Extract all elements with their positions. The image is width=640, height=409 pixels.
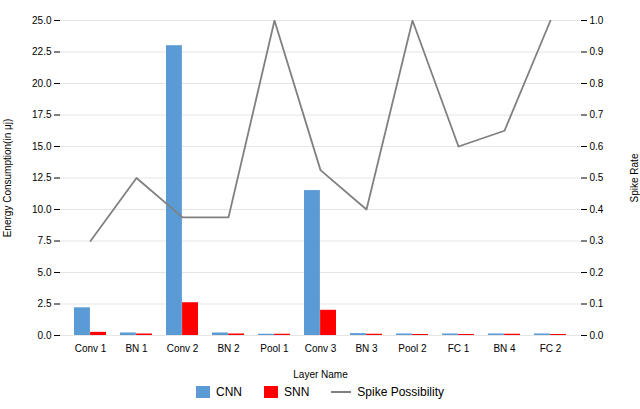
svg-text:FC 1: FC 1 xyxy=(448,343,470,354)
svg-text:0.3: 0.3 xyxy=(590,235,604,246)
svg-text:2.5: 2.5 xyxy=(38,298,52,309)
svg-text:12.5: 12.5 xyxy=(32,172,52,183)
svg-text:0.5: 0.5 xyxy=(590,172,604,183)
svg-text:15.0: 15.0 xyxy=(32,141,52,152)
svg-text:1.0: 1.0 xyxy=(590,15,604,26)
svg-text:0.7: 0.7 xyxy=(590,109,604,120)
svg-text:0.1: 0.1 xyxy=(590,298,604,309)
svg-text:25.0: 25.0 xyxy=(32,15,52,26)
svg-text:BN 3: BN 3 xyxy=(355,343,378,354)
svg-text:Energy Consumption(in μj): Energy Consumption(in μj) xyxy=(2,119,13,238)
svg-text:0.4: 0.4 xyxy=(590,204,604,215)
svg-text:0.8: 0.8 xyxy=(590,78,604,89)
svg-text:10.0: 10.0 xyxy=(32,204,52,215)
svg-text:Pool 1: Pool 1 xyxy=(260,343,289,354)
svg-text:Conv 1: Conv 1 xyxy=(75,343,107,354)
svg-text:0.6: 0.6 xyxy=(590,141,604,152)
svg-text:FC 2: FC 2 xyxy=(540,343,562,354)
svg-text:20.0: 20.0 xyxy=(32,78,52,89)
svg-text:17.5: 17.5 xyxy=(32,109,52,120)
svg-text:22.5: 22.5 xyxy=(32,46,52,57)
svg-text:0.0: 0.0 xyxy=(38,330,52,341)
svg-text:Conv 3: Conv 3 xyxy=(305,343,337,354)
html-text:Spike Possibility: Spike Possibility xyxy=(357,385,444,399)
svg-text:BN 1: BN 1 xyxy=(125,343,148,354)
svg-text:Spike Rate: Spike Rate xyxy=(629,153,640,202)
svg-text:Pool 2: Pool 2 xyxy=(398,343,427,354)
svg-text:5.0: 5.0 xyxy=(38,267,52,278)
svg-text:7.5: 7.5 xyxy=(38,235,52,246)
svg-text:BN 4: BN 4 xyxy=(493,343,516,354)
svg-text:0.9: 0.9 xyxy=(590,46,604,57)
svg-text:BN 2: BN 2 xyxy=(217,343,240,354)
svg-text:Conv 2: Conv 2 xyxy=(167,343,199,354)
html-text:SNN: SNN xyxy=(284,385,310,399)
svg-text:Layer Name: Layer Name xyxy=(293,369,348,380)
svg-text:0.0: 0.0 xyxy=(590,330,604,341)
svg-text:0.2: 0.2 xyxy=(590,267,604,278)
html-text:CNN: CNN xyxy=(216,385,242,399)
